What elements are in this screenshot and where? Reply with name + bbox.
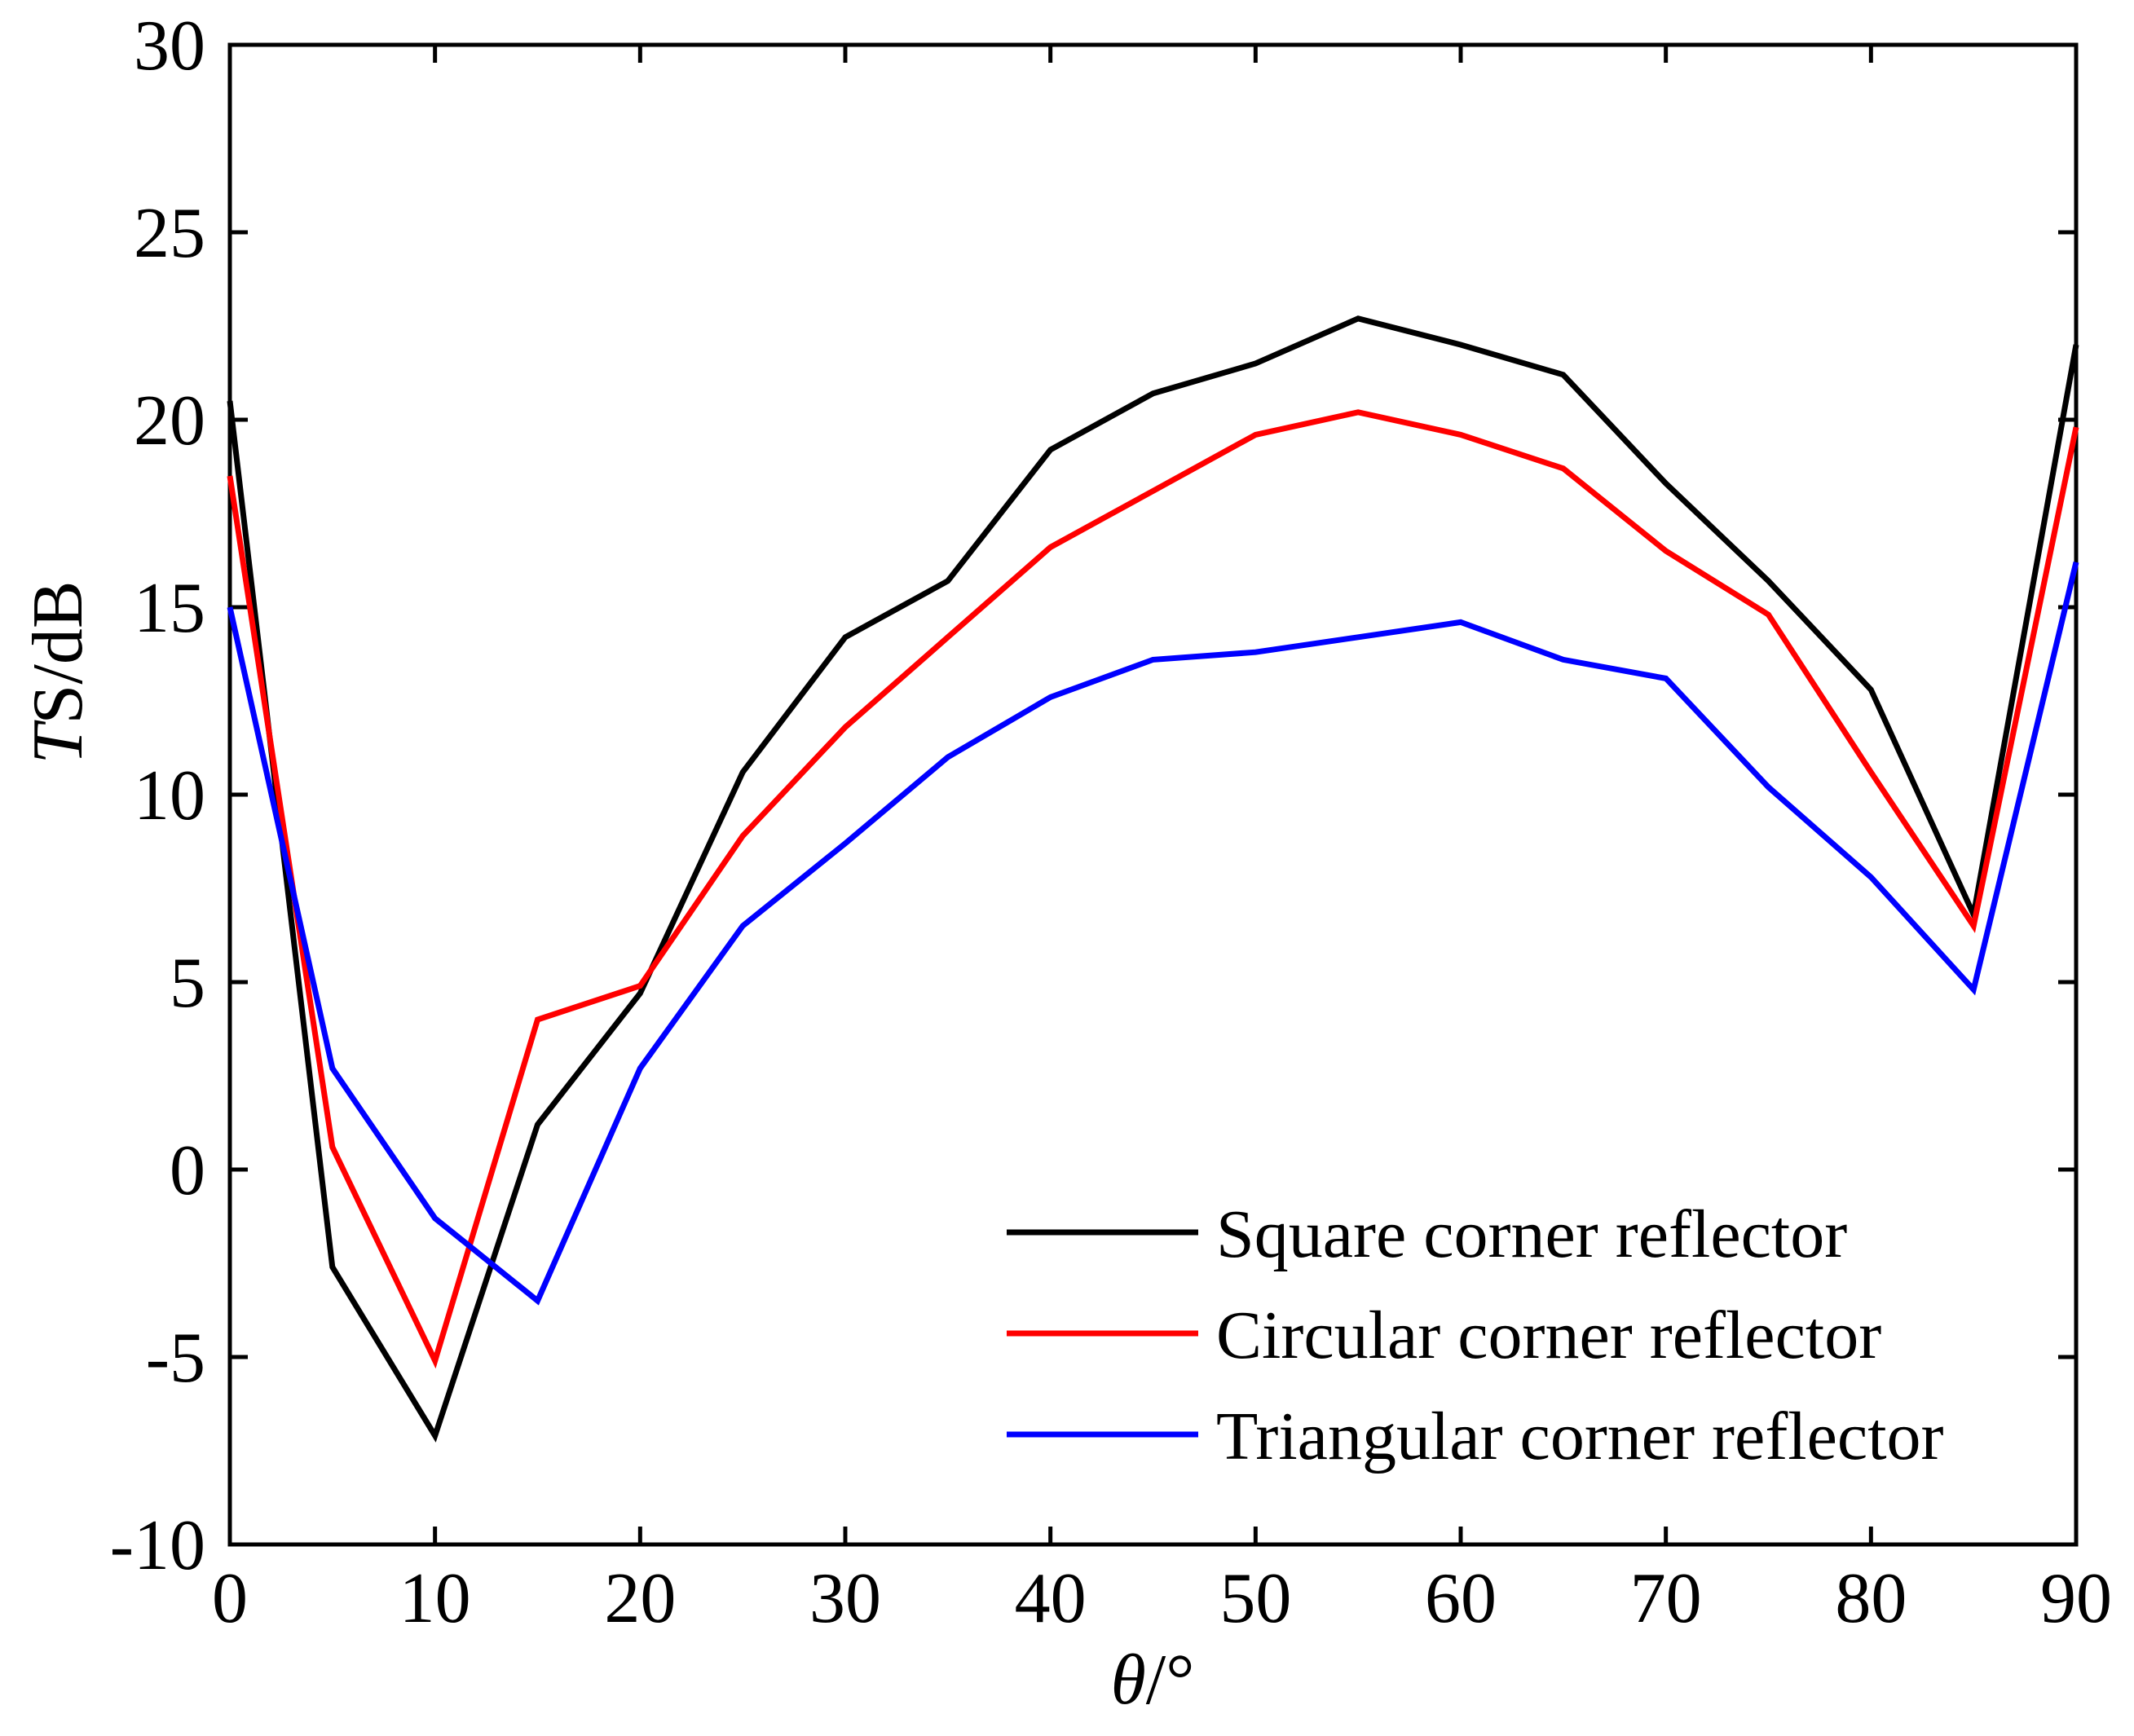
x-tick-label: 50	[1219, 1559, 1291, 1638]
x-tick-label: 80	[1835, 1559, 1907, 1638]
legend: Square corner reflector Circular corner r…	[1007, 1196, 1944, 1474]
y-axis-title-unit: S/dB	[19, 580, 98, 724]
axis-ticks: 0 10 20 30 40 50 60 70 80 90 -10 -5 0 5 10 15 20 25 30	[110, 7, 2112, 1638]
x-axis-title-unit: /°	[1146, 1641, 1195, 1720]
y-tick-label: -5	[146, 1319, 205, 1398]
legend-label-2: Circular corner reflector	[1216, 1298, 1881, 1373]
series-line-1	[227, 315, 2079, 1443]
x-tick-label: 0	[212, 1559, 248, 1638]
series-line-2	[227, 409, 2079, 1369]
y-tick-label: 10	[134, 756, 205, 835]
legend-label-3: Triangular corner reflector	[1216, 1399, 1944, 1474]
x-tick-label: 90	[2040, 1559, 2112, 1638]
x-tick-label: 10	[399, 1559, 471, 1638]
y-tick-label: -10	[110, 1506, 205, 1585]
y-axis-title: TS/dB	[19, 580, 98, 764]
series-line-3	[227, 561, 2079, 1306]
x-tick-label: 30	[809, 1559, 881, 1638]
y-tick-label: 0	[170, 1131, 205, 1210]
x-tick-label: 40	[1015, 1559, 1087, 1638]
x-axis-title: θ/°	[1111, 1641, 1195, 1720]
y-tick-label: 25	[134, 194, 205, 273]
y-axis-title-var: T	[19, 720, 98, 764]
y-tick-label: 15	[134, 569, 205, 648]
x-axis-title-var: θ	[1111, 1641, 1146, 1720]
series-lines	[227, 315, 2079, 1443]
legend-label-1: Square corner reflector	[1216, 1196, 1847, 1272]
y-tick-label: 30	[134, 7, 205, 86]
y-tick-label: 20	[134, 381, 205, 460]
x-tick-label: 20	[604, 1559, 676, 1638]
x-tick-label: 60	[1425, 1559, 1497, 1638]
y-tick-label: 5	[170, 944, 205, 1023]
x-tick-label: 70	[1630, 1559, 1702, 1638]
